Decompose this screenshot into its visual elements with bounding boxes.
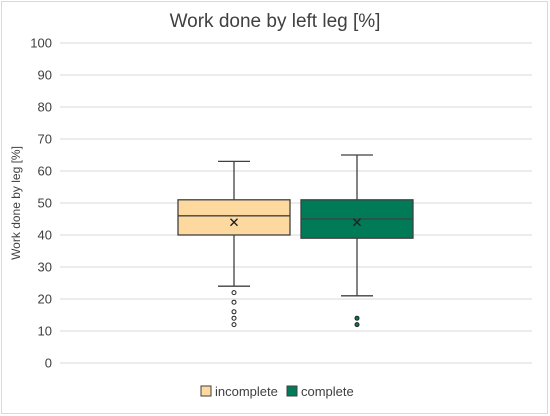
y-tick-label-20: 20 (38, 292, 52, 307)
y-tick-label-100: 100 (30, 36, 52, 51)
legend-label-complete: complete (301, 384, 354, 399)
mean-marker (353, 218, 361, 227)
y-tick-label-40: 40 (38, 228, 52, 243)
outlier-point (231, 322, 237, 328)
y-axis-label: Work done by leg [%] (9, 146, 23, 260)
legend: incomplete complete (200, 384, 354, 399)
y-tick-label-50: 50 (38, 196, 52, 211)
y-tick-label-90: 90 (38, 68, 52, 83)
outlier-point (231, 299, 237, 305)
y-tick-label-0: 0 (45, 356, 52, 371)
legend-swatch-complete (286, 385, 298, 397)
box-incomplete (177, 160, 291, 328)
y-tick-label-70: 70 (38, 132, 52, 147)
chart-title: Work done by left leg [%] (170, 11, 381, 32)
legend-label-incomplete: incomplete (215, 384, 278, 399)
y-tick-label-80: 80 (38, 100, 52, 115)
outlier-point (231, 309, 237, 315)
y-axis-ticks: 0 10 20 30 40 50 60 70 80 90 100 (30, 36, 52, 371)
box-complete (300, 154, 414, 328)
y-tick-label-60: 60 (38, 164, 52, 179)
iqr-box (177, 199, 291, 236)
gridlines (60, 42, 532, 364)
box-series (177, 154, 414, 328)
outlier-point (354, 322, 360, 328)
outlier-point (354, 315, 360, 321)
y-tick-label-10: 10 (38, 324, 52, 339)
mean-marker (230, 218, 238, 227)
legend-swatch-incomplete (200, 385, 212, 397)
y-tick-label-30: 30 (38, 260, 52, 275)
outlier-point (231, 290, 237, 296)
outlier-point (231, 315, 237, 321)
